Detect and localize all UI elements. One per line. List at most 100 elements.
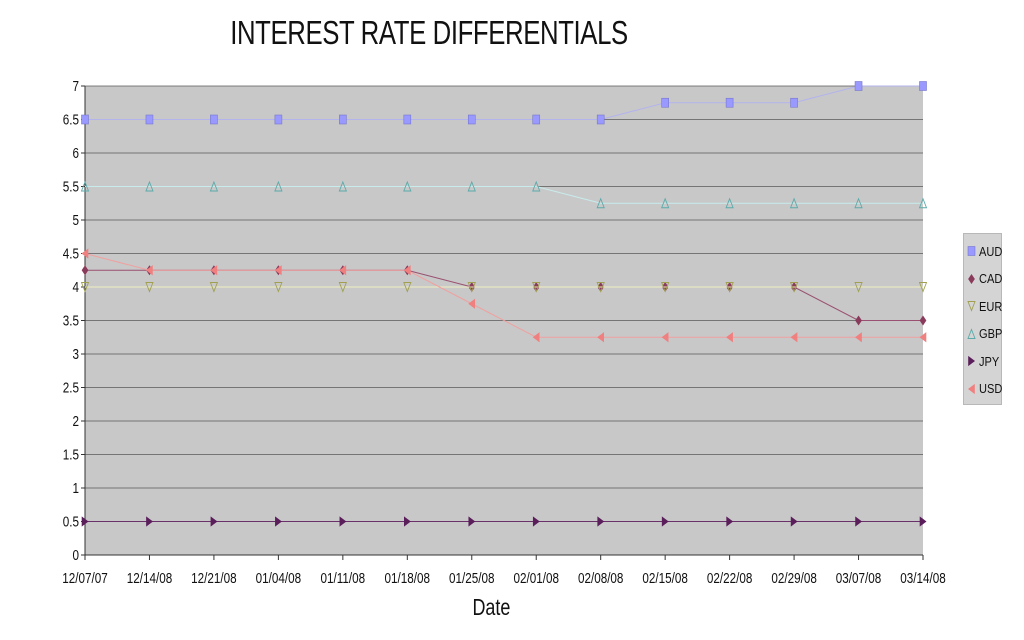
legend-label: CAD (979, 271, 1003, 286)
legend-marker-usd (968, 383, 975, 394)
x-tick-label: 01/18/08 (385, 570, 431, 587)
data-point-cad (81, 265, 89, 276)
data-point-gbp (789, 197, 799, 209)
legend-item-usd: USD (967, 381, 1006, 397)
y-tick-label: 0 (72, 547, 79, 564)
y-tick-label: 6 (72, 145, 79, 162)
y-tick-label: 5.5 (63, 178, 79, 195)
legend-symbol (968, 273, 975, 284)
legend-marker-eur (967, 301, 976, 312)
series-gbp (80, 180, 928, 209)
data-point-eur (660, 282, 670, 293)
data-point-aud (596, 114, 605, 125)
data-point-eur (532, 282, 541, 293)
data-point-eur (596, 282, 605, 293)
x-axis-title: Date (472, 594, 511, 620)
data-point-aud (467, 114, 476, 125)
data-point-jpy (597, 516, 605, 527)
data-point-jpy (855, 516, 863, 527)
y-tick-label: 1.5 (63, 446, 79, 463)
y-tick-label: 7 (72, 78, 79, 95)
data-point-gbp (209, 180, 219, 192)
data-point-usd (403, 265, 411, 276)
data-point-aud (274, 114, 283, 125)
x-tick-label: 12/07/07 (62, 570, 108, 587)
data-point-usd (274, 265, 282, 276)
data-point-aud (725, 97, 734, 108)
data-point-gbp (467, 180, 476, 192)
data-point-gbp (274, 180, 283, 192)
data-point-eur (467, 282, 476, 293)
data-point-jpy (210, 516, 218, 527)
data-point-jpy (790, 516, 798, 527)
data-point-eur (80, 282, 90, 293)
y-tick-label: 4.5 (63, 245, 79, 262)
data-point-jpy (468, 516, 476, 527)
data-point-usd (532, 332, 540, 343)
data-point-usd (661, 332, 669, 343)
y-tick-label: 4 (72, 279, 79, 296)
legend-symbol (968, 355, 975, 367)
data-point-gbp (145, 180, 154, 192)
series-usd (81, 248, 927, 343)
legend-symbol (967, 327, 976, 339)
data-point-gbp (80, 180, 90, 192)
legend-label: AUD (979, 243, 1003, 259)
data-point-eur (725, 282, 734, 293)
data-point-jpy (404, 516, 411, 527)
x-tick-label: 12/14/08 (127, 570, 173, 587)
x-tick-label: 02/15/08 (642, 570, 688, 587)
data-point-eur (918, 282, 928, 293)
x-tick-label: 01/11/08 (321, 570, 366, 587)
data-point-gbp (918, 197, 928, 209)
data-point-jpy (919, 516, 927, 527)
x-tick-label: 12/21/08 (191, 570, 237, 587)
data-point-jpy (532, 516, 540, 527)
data-point-usd (919, 332, 927, 343)
data-point-eur (209, 282, 219, 293)
x-tick-label: 02/22/08 (707, 570, 753, 587)
data-point-gbp (532, 180, 541, 192)
y-tick-label: 2 (72, 413, 79, 430)
axes (84, 86, 923, 556)
data-point-eur (274, 282, 283, 293)
data-point-usd (81, 248, 89, 259)
legend-item-aud: AUD (967, 243, 1006, 259)
series-layer (80, 81, 928, 527)
legend-symbol (968, 383, 975, 394)
data-point-aud (403, 114, 412, 125)
series-line-gbp (85, 186, 923, 204)
data-point-jpy (275, 516, 282, 527)
data-point-jpy (146, 516, 153, 527)
data-point-aud (81, 114, 89, 125)
legend-marker-cad (968, 273, 975, 284)
series-line-usd (84, 253, 923, 338)
chart-title: INTEREST RATE DIFFERENTIALS (230, 14, 628, 51)
data-point-usd (597, 332, 604, 343)
data-point-aud (532, 114, 541, 125)
legend-label: JPY (979, 353, 1000, 369)
legend-item-gbp: GBP (967, 326, 1006, 342)
legend-symbol (967, 246, 976, 256)
legend-marker-gbp (967, 327, 976, 339)
x-tick-label: 01/25/08 (449, 570, 495, 587)
legend-label: EUR (979, 298, 1003, 314)
data-point-aud (661, 97, 669, 108)
y-tick-label: 5 (72, 212, 79, 229)
x-tick-labels: 12/07/07 12/14/08 12/21/08 01/04/08 01/11/08… (62, 555, 946, 586)
y-tick-label: 3 (72, 346, 79, 363)
y-tick-label: 0.5 (63, 513, 79, 530)
x-tick-label: 02/29/08 (771, 570, 817, 587)
data-point-gbp (403, 180, 412, 192)
data-point-usd (726, 332, 733, 343)
data-point-usd (210, 265, 218, 276)
y-tick-label: 6.5 (63, 111, 79, 128)
legend-symbol (967, 301, 976, 312)
legend: AUD CAD EUR GBP JPY USD (963, 233, 1002, 405)
series-jpy (81, 516, 927, 527)
data-point-aud (790, 97, 798, 108)
data-point-aud (210, 114, 218, 125)
data-point-eur (854, 282, 863, 293)
data-point-usd (790, 332, 798, 343)
